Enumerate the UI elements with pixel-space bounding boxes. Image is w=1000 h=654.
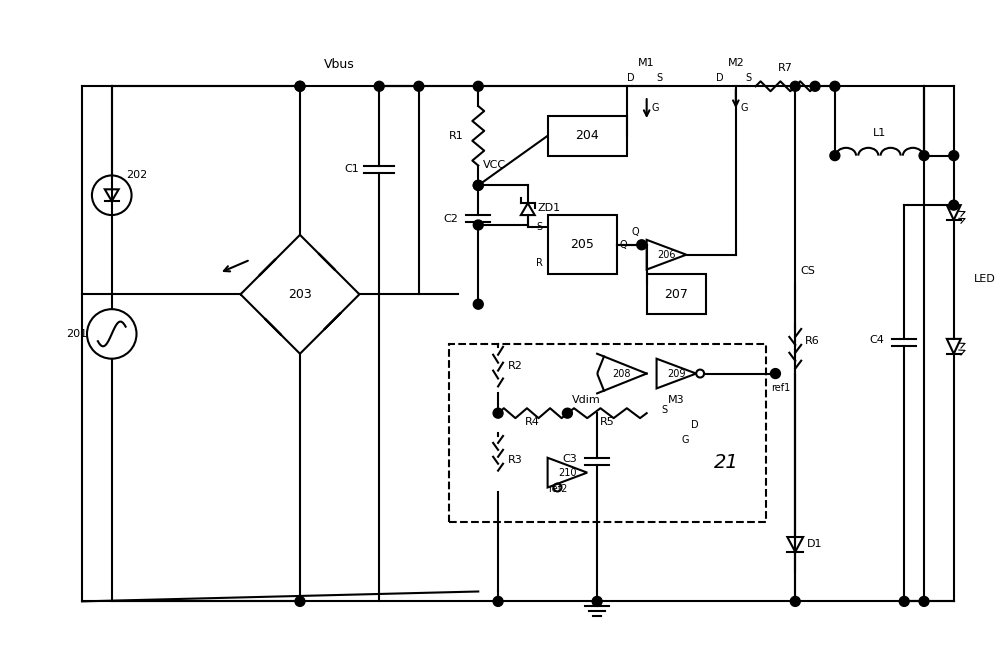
Text: 203: 203: [288, 288, 312, 301]
Text: R6: R6: [805, 336, 820, 346]
Text: ref1: ref1: [771, 383, 790, 394]
Circle shape: [473, 181, 483, 190]
Circle shape: [295, 81, 305, 92]
Circle shape: [592, 596, 602, 606]
Bar: [647, 275, 706, 314]
Text: Vdim: Vdim: [572, 395, 601, 405]
Text: S: S: [662, 405, 668, 415]
Circle shape: [493, 596, 503, 606]
Text: G: G: [681, 435, 689, 445]
Text: 209: 209: [667, 369, 686, 379]
Circle shape: [899, 596, 909, 606]
Circle shape: [810, 81, 820, 92]
Text: R5: R5: [600, 417, 614, 427]
Circle shape: [949, 150, 959, 161]
Circle shape: [637, 240, 647, 250]
Text: 207: 207: [664, 288, 688, 301]
Text: ref2: ref2: [548, 485, 567, 494]
Text: 21: 21: [714, 453, 738, 472]
Text: R: R: [536, 258, 543, 267]
Text: M1: M1: [638, 58, 655, 69]
Text: S: S: [657, 73, 663, 83]
Text: 201: 201: [67, 329, 88, 339]
Circle shape: [790, 81, 800, 92]
Text: R3: R3: [508, 455, 523, 465]
Text: Q: Q: [620, 240, 628, 250]
Text: R1: R1: [449, 131, 463, 141]
Text: 204: 204: [575, 129, 599, 143]
Text: R2: R2: [508, 360, 523, 371]
Text: 210: 210: [558, 468, 577, 477]
Text: 206: 206: [657, 250, 676, 260]
Text: C3: C3: [563, 454, 577, 464]
Text: S: S: [746, 73, 752, 83]
Circle shape: [562, 408, 572, 418]
Circle shape: [295, 81, 305, 92]
Circle shape: [830, 150, 840, 161]
Circle shape: [790, 596, 800, 606]
Text: C4: C4: [870, 335, 884, 345]
Circle shape: [374, 81, 384, 92]
Circle shape: [473, 220, 483, 230]
Circle shape: [473, 181, 483, 190]
Circle shape: [473, 300, 483, 309]
Text: 205: 205: [570, 238, 594, 251]
Text: D: D: [691, 420, 699, 430]
Bar: [548, 215, 617, 275]
Text: ZD1: ZD1: [538, 203, 561, 213]
Text: R4: R4: [525, 417, 540, 427]
Text: C2: C2: [444, 214, 458, 224]
Bar: [449, 344, 766, 522]
Text: G: G: [741, 103, 748, 113]
Circle shape: [295, 596, 305, 606]
Circle shape: [770, 369, 780, 379]
Text: D: D: [716, 73, 724, 83]
Text: D1: D1: [807, 539, 823, 549]
Text: M3: M3: [668, 395, 685, 405]
Text: R7: R7: [778, 63, 793, 73]
Circle shape: [473, 81, 483, 92]
Circle shape: [414, 81, 424, 92]
Text: Vbus: Vbus: [324, 58, 355, 71]
Text: C1: C1: [345, 165, 359, 175]
Text: D: D: [627, 73, 634, 83]
Circle shape: [493, 408, 503, 418]
Circle shape: [919, 150, 929, 161]
Text: 208: 208: [613, 369, 631, 379]
Circle shape: [830, 81, 840, 92]
Text: CS: CS: [800, 266, 815, 277]
Text: VCC: VCC: [483, 160, 506, 171]
Text: Q: Q: [631, 227, 639, 237]
Circle shape: [919, 596, 929, 606]
Text: G: G: [652, 103, 659, 113]
Bar: [548, 116, 627, 156]
Text: 202: 202: [127, 171, 148, 181]
Text: L1: L1: [873, 128, 886, 138]
Text: S: S: [537, 222, 543, 232]
Text: LED: LED: [974, 275, 995, 284]
Text: M2: M2: [727, 58, 744, 69]
Circle shape: [949, 200, 959, 210]
